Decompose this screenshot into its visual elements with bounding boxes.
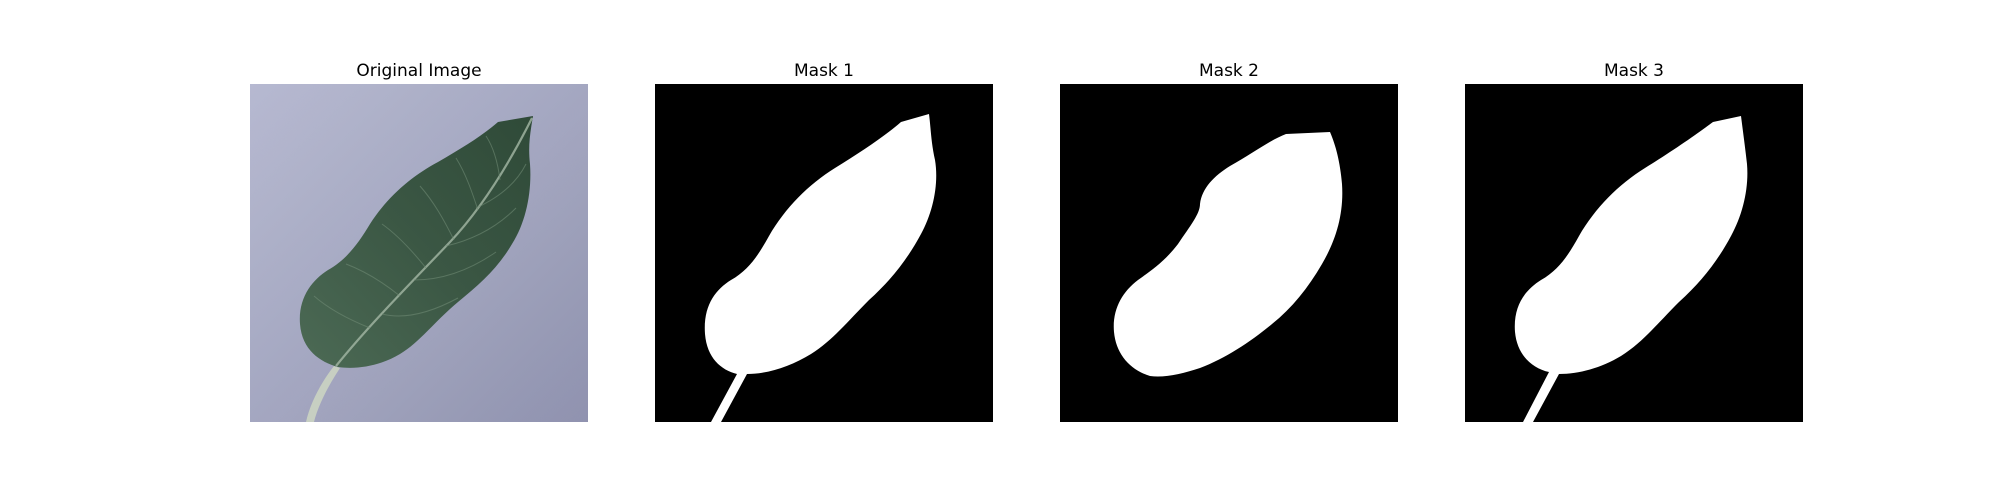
leaf-mask (655, 84, 993, 422)
panel-title: Mask 1 (655, 58, 993, 84)
panel-mask-3: Mask 3 (1465, 58, 1803, 84)
panel-mask-1: Mask 1 (655, 58, 993, 84)
panel-title: Mask 3 (1465, 58, 1803, 84)
leaf-mask (1060, 84, 1398, 422)
panel-title: Original Image (250, 58, 588, 84)
leaf-photo (250, 84, 588, 422)
panel-title: Mask 2 (1060, 58, 1398, 84)
panel-mask-2: Mask 2 (1060, 58, 1398, 84)
panel-original-image: Original Image (250, 58, 588, 84)
leaf-mask (1465, 84, 1803, 422)
